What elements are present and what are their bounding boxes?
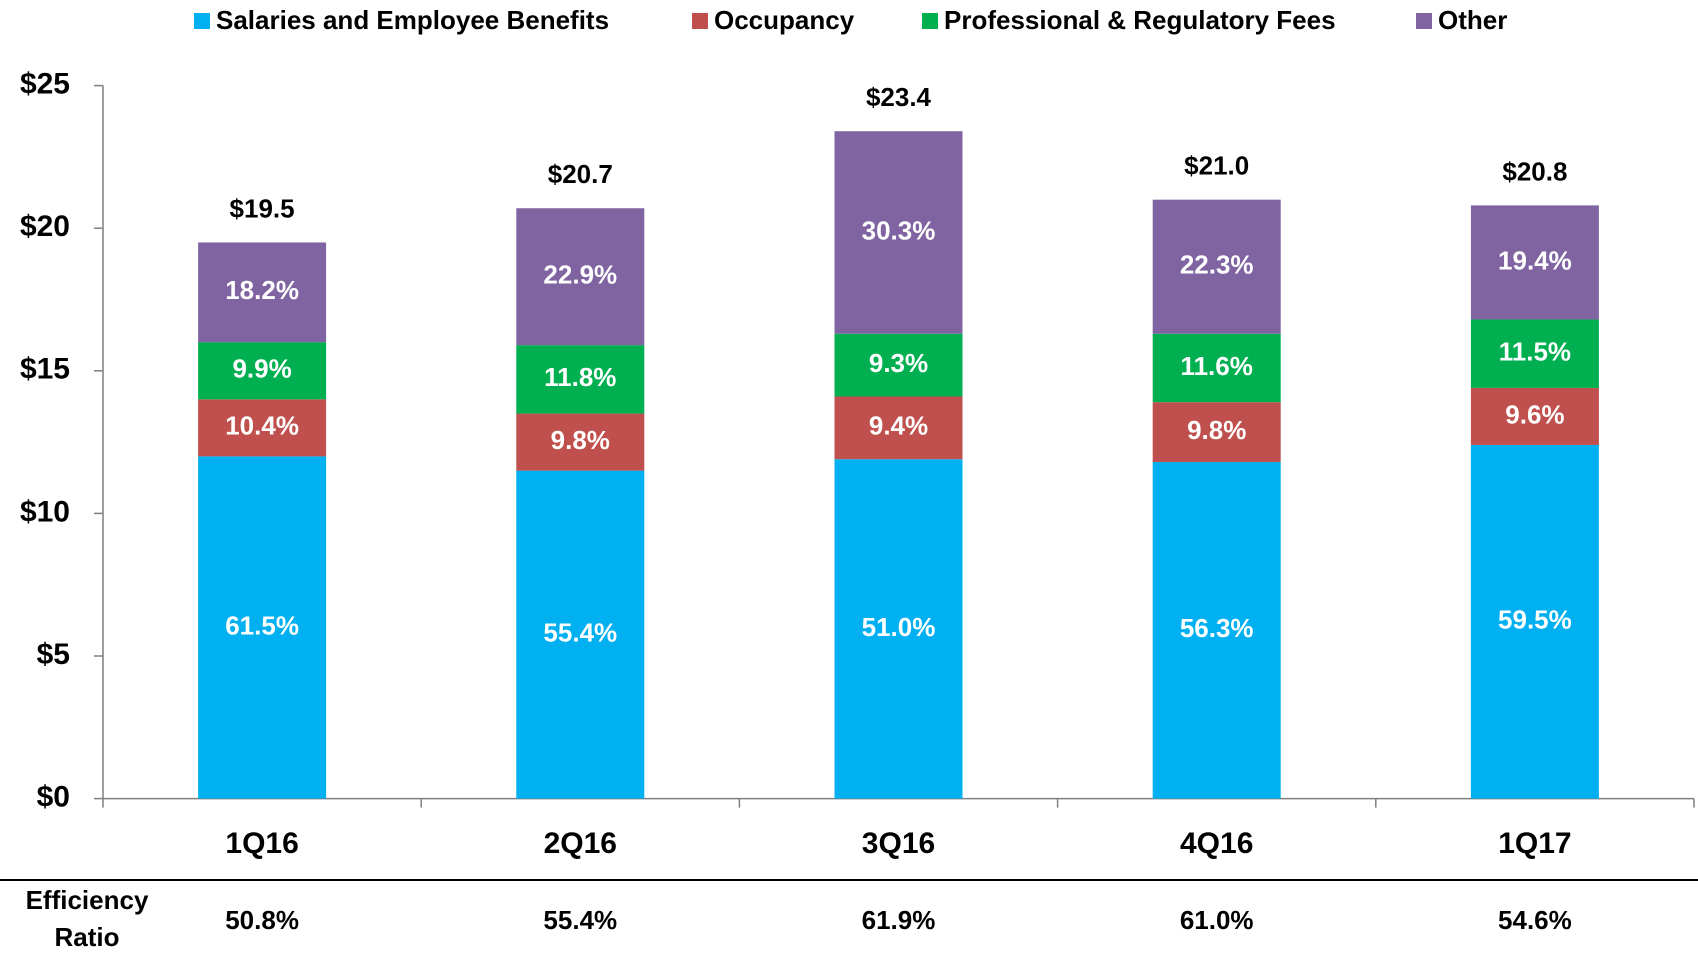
legend-swatch <box>692 13 708 29</box>
bar-segment <box>198 242 327 343</box>
y-tick-label: $10 <box>20 495 70 528</box>
segment-label: 59.5% <box>1498 605 1572 635</box>
bar-segment <box>1470 387 1599 445</box>
bar-segment <box>1152 402 1281 463</box>
efficiency-value: 61.0% <box>1180 905 1254 935</box>
total-label: $23.4 <box>866 82 932 112</box>
legend-swatch <box>1416 13 1432 29</box>
segment-label: 30.3% <box>862 215 936 245</box>
x-tick-label: 4Q16 <box>1180 827 1253 860</box>
bar-segment <box>198 456 327 799</box>
segment-label: 9.9% <box>232 354 291 384</box>
bar-segment <box>834 459 963 799</box>
y-tick-label: $25 <box>20 68 70 101</box>
x-tick-label: 3Q16 <box>862 827 935 860</box>
x-tick-label: 1Q17 <box>1498 827 1571 860</box>
total-label: $21.0 <box>1184 151 1249 181</box>
bar-segment <box>1152 199 1281 334</box>
segment-label: 9.3% <box>869 348 928 378</box>
segment-label: 22.9% <box>543 260 617 290</box>
efficiency-label: Efficiency <box>26 885 149 915</box>
segment-label: 56.3% <box>1180 613 1254 643</box>
legend-swatch <box>194 13 210 29</box>
segment-label: 55.4% <box>543 617 617 647</box>
efficiency-label: Ratio <box>55 922 120 952</box>
bar-segment <box>1152 333 1281 403</box>
efficiency-value: 54.6% <box>1498 905 1572 935</box>
segment-label: 9.8% <box>1187 415 1246 445</box>
segment-label: 19.4% <box>1498 245 1572 275</box>
bar-segment <box>516 413 645 471</box>
legend-label: Other <box>1438 5 1507 35</box>
segment-label: 9.4% <box>869 411 928 441</box>
bar-segment <box>198 399 327 457</box>
segment-label: 10.4% <box>225 411 299 441</box>
bar-segment <box>1470 205 1599 320</box>
y-tick-label: $20 <box>20 210 70 243</box>
bar-segment <box>516 470 645 799</box>
legend-label: Occupancy <box>714 5 855 35</box>
segment-label: 11.8% <box>544 362 616 392</box>
total-label: $20.7 <box>548 159 613 189</box>
bar-segment <box>516 208 645 346</box>
segment-label: 11.6% <box>1181 351 1253 381</box>
legend-label: Professional & Regulatory Fees <box>944 5 1336 35</box>
efficiency-value: 50.8% <box>225 905 299 935</box>
efficiency-value: 55.4% <box>543 905 617 935</box>
bar-segment <box>834 396 963 460</box>
segment-label: 18.2% <box>225 275 299 305</box>
segment-label: 22.3% <box>1180 250 1254 280</box>
bar-segment <box>1470 319 1599 388</box>
bar-segment <box>1152 462 1281 799</box>
legend-label: Salaries and Employee Benefits <box>216 5 609 35</box>
segment-label: 9.8% <box>551 425 610 455</box>
y-tick-label: $5 <box>37 638 70 671</box>
segment-label: 9.6% <box>1505 399 1564 429</box>
total-label: $20.8 <box>1502 156 1567 186</box>
bar-segment <box>834 131 963 334</box>
bar-segment <box>1470 444 1599 799</box>
x-tick-label: 1Q16 <box>225 827 298 860</box>
bar-segment <box>834 333 963 397</box>
efficiency-value: 61.9% <box>862 905 936 935</box>
segment-label: 11.5% <box>1499 337 1571 367</box>
y-tick-label: $0 <box>37 781 70 814</box>
total-label: $19.5 <box>230 193 295 223</box>
segment-label: 51.0% <box>862 612 936 642</box>
legend-swatch <box>922 13 938 29</box>
x-tick-label: 2Q16 <box>544 827 617 860</box>
bar-segment <box>198 342 327 400</box>
segment-label: 61.5% <box>225 610 299 640</box>
bar-segment <box>516 345 645 414</box>
y-tick-label: $15 <box>20 353 70 386</box>
